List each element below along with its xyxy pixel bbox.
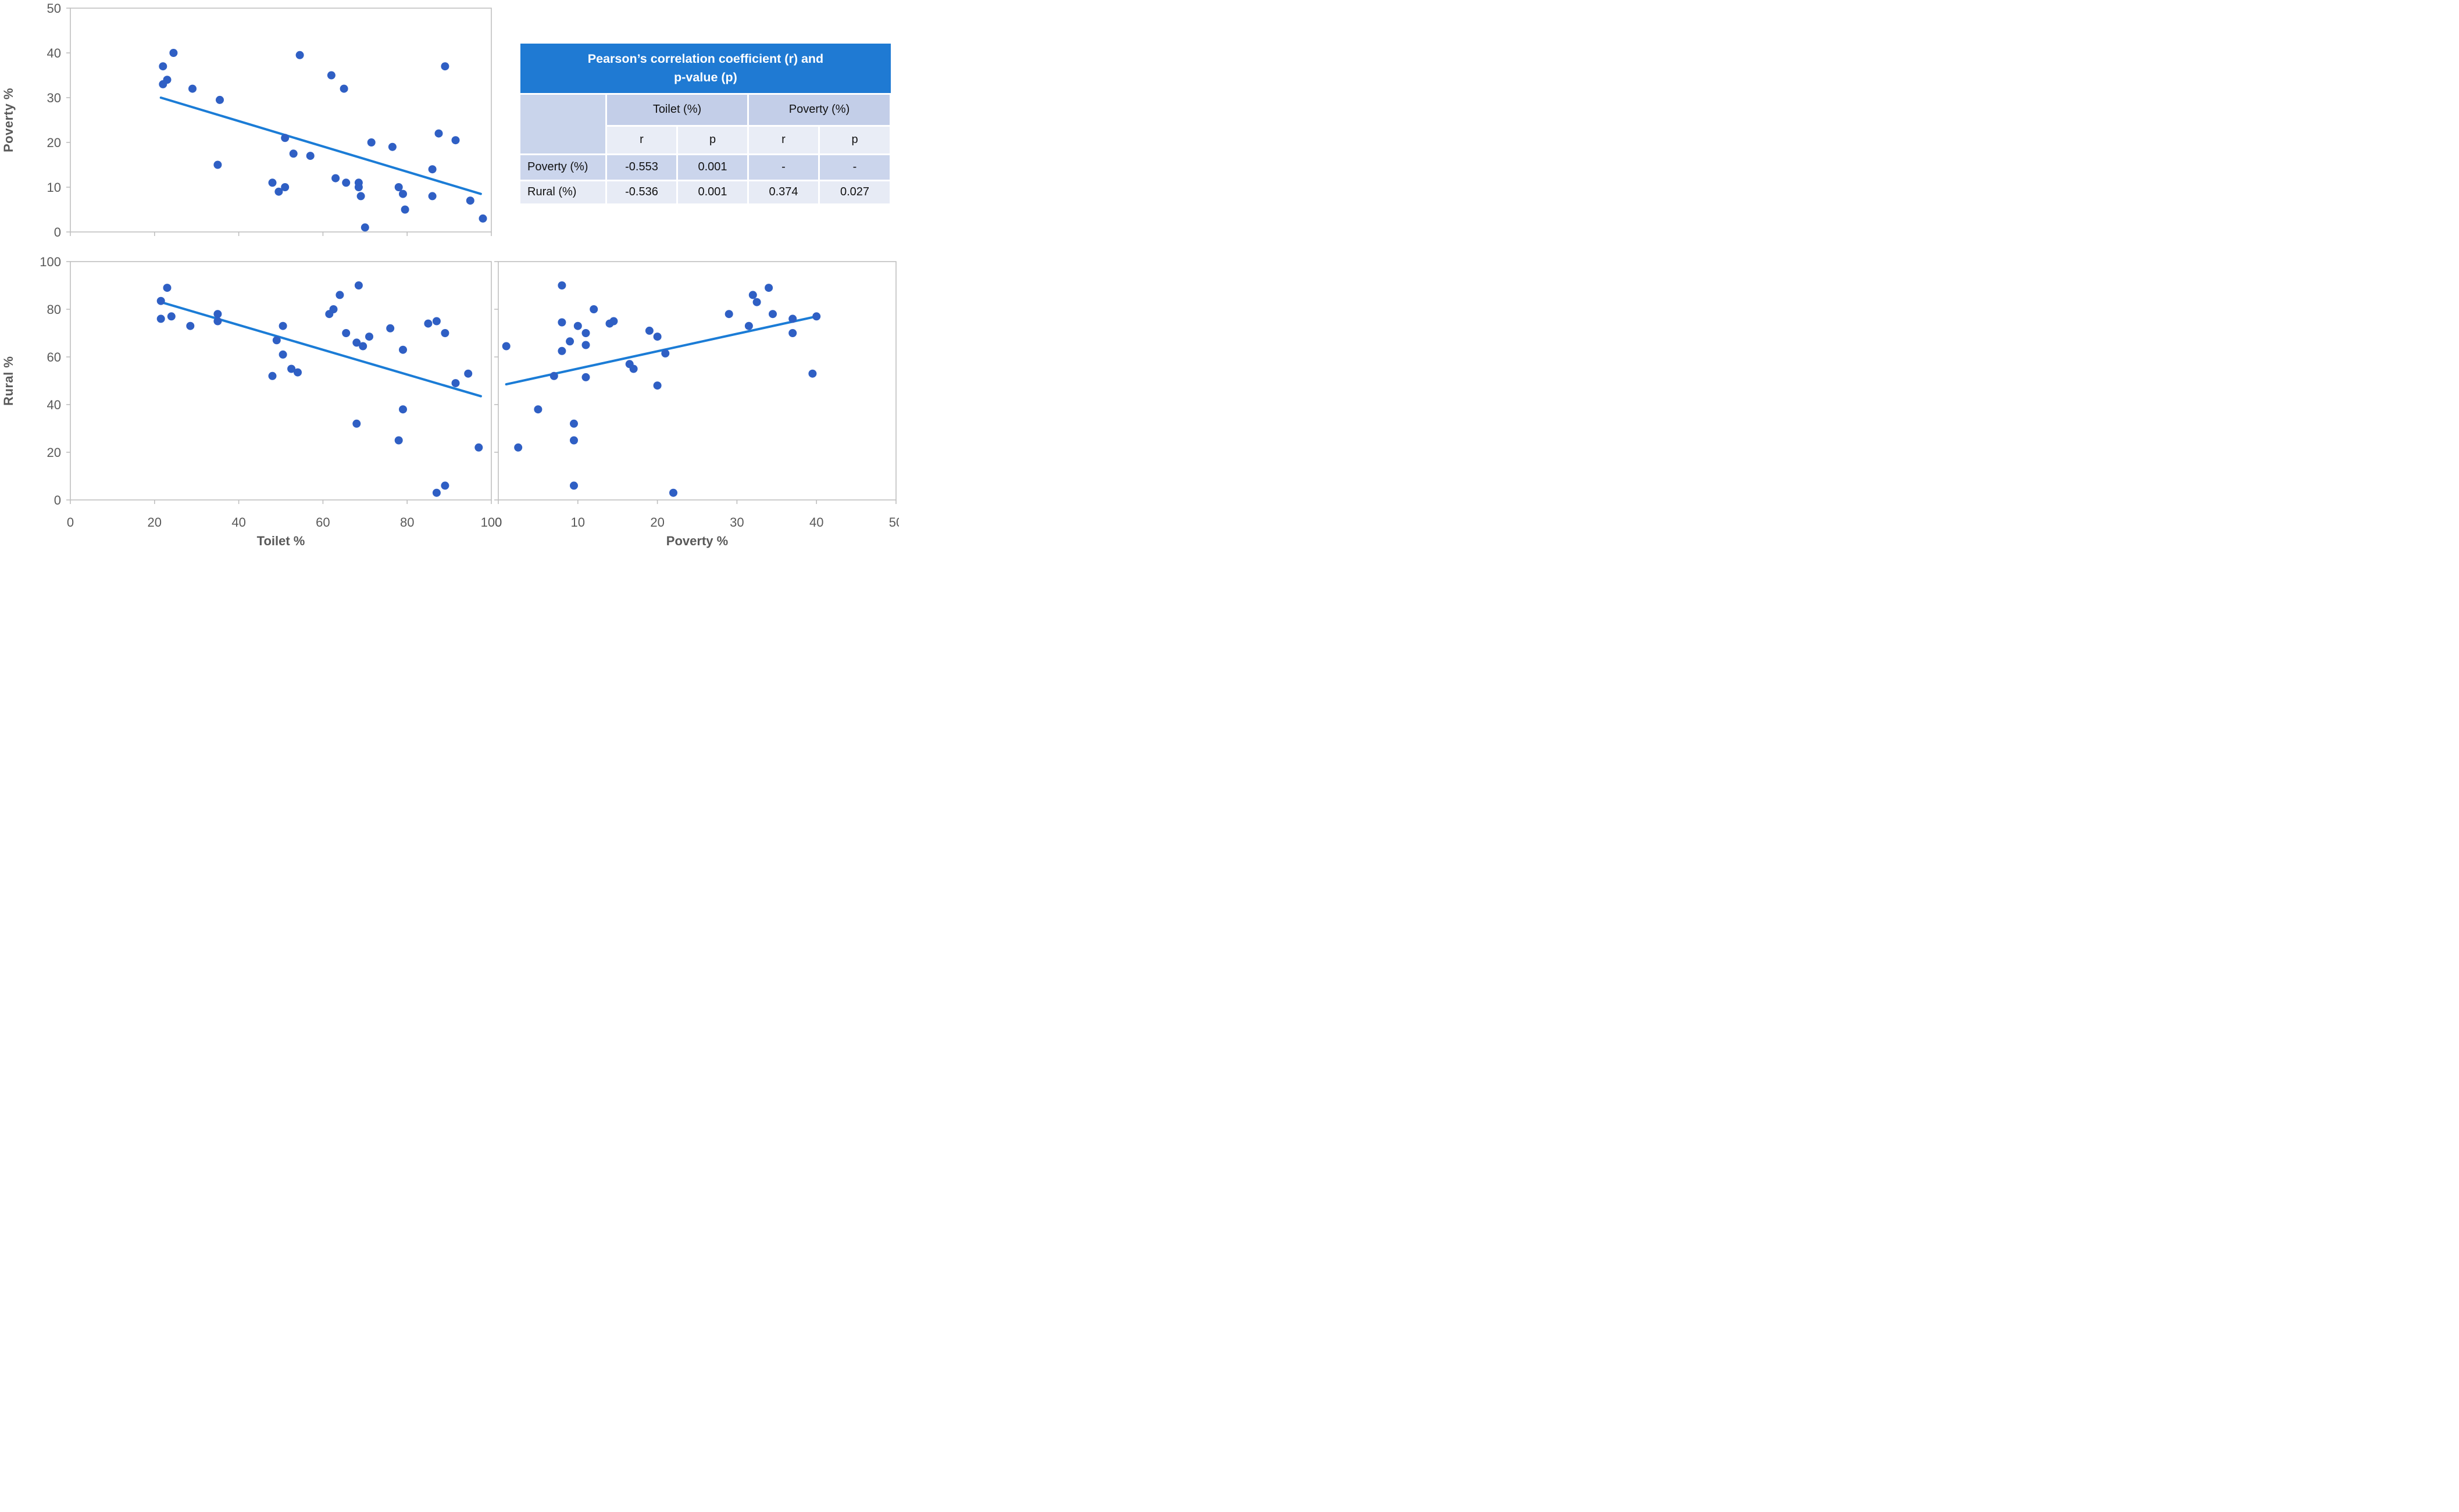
svg-text:80: 80: [400, 515, 414, 530]
svg-text:100: 100: [40, 255, 61, 269]
svg-text:30: 30: [730, 515, 744, 530]
table-cell: -0.553: [607, 155, 676, 180]
table-corner-cell: [520, 94, 605, 153]
svg-text:30: 30: [47, 91, 61, 105]
svg-text:20: 20: [47, 445, 61, 460]
y-axis-title-rural: Rural %: [1, 356, 16, 406]
table-subheader-p1: p: [678, 126, 747, 153]
svg-text:20: 20: [650, 515, 664, 530]
table-subheader-p2: p: [820, 126, 890, 153]
svg-text:40: 40: [809, 515, 823, 530]
svg-text:60: 60: [316, 515, 330, 530]
svg-text:0: 0: [54, 225, 61, 240]
table-colgroup-poverty: Poverty (%): [749, 94, 890, 125]
x-axis-title-poverty: Poverty %: [666, 534, 729, 548]
table-title-line2: p-value (p): [674, 70, 737, 85]
svg-text:0: 0: [54, 493, 61, 507]
x-axis-title-toilet: Toilet %: [256, 534, 305, 548]
y-axis-title-poverty: Poverty %: [1, 88, 16, 153]
svg-text:100: 100: [481, 515, 502, 530]
svg-text:0: 0: [495, 515, 502, 530]
svg-text:10: 10: [571, 515, 585, 530]
table-cell: -: [820, 155, 890, 180]
scatter-plot-rural-vs-poverty: 0 10 20 30 40 50: [494, 261, 899, 530]
table-row-label-rural: Rural (%): [520, 181, 605, 203]
svg-text:10: 10: [47, 180, 61, 195]
table-subheader-r2: r: [749, 126, 818, 153]
svg-text:50: 50: [889, 515, 899, 530]
table-cell: -0.536: [607, 181, 676, 203]
scatter-plot-poverty-vs-toilet: 0 10 20 30 40 50: [47, 1, 492, 240]
svg-text:50: 50: [47, 1, 61, 16]
svg-text:0: 0: [67, 515, 74, 530]
svg-text:60: 60: [47, 350, 61, 364]
table-colgroup-toilet: Toilet (%): [607, 94, 747, 125]
correlation-table-grid: Toilet (%) Poverty (%) r p r p Poverty (…: [520, 94, 891, 203]
table-row-label-poverty: Poverty (%): [520, 155, 605, 180]
correlation-table: Pearson’s correlation coefficient (r) an…: [520, 44, 891, 203]
table-cell: -: [749, 155, 818, 180]
svg-text:40: 40: [231, 515, 245, 530]
svg-text:80: 80: [47, 302, 61, 317]
table-cell: 0.001: [678, 155, 747, 180]
table-cell: 0.001: [678, 181, 747, 203]
svg-text:40: 40: [47, 46, 61, 60]
svg-text:40: 40: [47, 398, 61, 412]
table-subheader-r1: r: [607, 126, 676, 153]
table-title-line1: Pearson’s correlation coefficient (r) an…: [587, 52, 824, 66]
svg-text:20: 20: [47, 135, 61, 150]
svg-text:20: 20: [148, 515, 162, 530]
table-cell: 0.374: [749, 181, 818, 203]
table-cell: 0.027: [820, 181, 890, 203]
figure-root: 0 10 20 30 40 50 0 20 40 60 80 100 0 20 40 60 80 100 0 10…: [0, 0, 899, 553]
correlation-table-title: Pearson’s correlation coefficient (r) an…: [520, 44, 891, 93]
